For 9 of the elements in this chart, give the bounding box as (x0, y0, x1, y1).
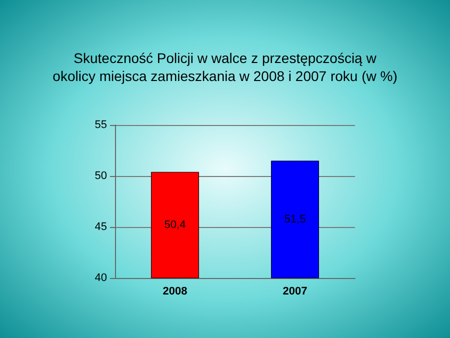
data-label: 50,4 (164, 219, 186, 232)
chart-title: Skuteczność Policji w walce z przestępczością w okolicy miejsca zamieszkania w 2008 i 2007 roku (w %) (52, 50, 398, 84)
y-tick-label: 50 (94, 170, 107, 182)
x-tick-label: 2007 (282, 286, 308, 298)
x-tick-label: 2008 (162, 286, 188, 298)
data-label: 51,5 (284, 213, 306, 226)
y-tick-label: 55 (94, 119, 107, 131)
y-tick-label: 45 (94, 221, 107, 233)
y-tick-label: 40 (94, 272, 107, 284)
